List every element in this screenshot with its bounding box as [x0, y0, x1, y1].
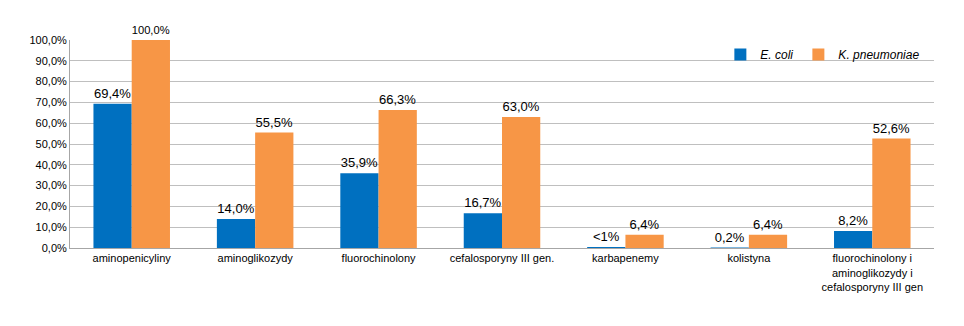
svg-text:80,0%: 80,0% [36, 75, 67, 87]
svg-text:K. pneumoniae: K. pneumoniae [838, 48, 919, 62]
svg-text:14,0%: 14,0% [217, 201, 254, 216]
svg-text:0,0%: 0,0% [42, 242, 67, 254]
svg-text:60,0%: 60,0% [36, 117, 67, 129]
svg-text:100,0%: 100,0% [29, 34, 67, 46]
svg-text:20,0%: 20,0% [36, 200, 67, 212]
svg-text:100,0%: 100,0% [132, 24, 170, 36]
svg-text:90,0%: 90,0% [36, 55, 67, 67]
svg-text:6,4%: 6,4% [630, 217, 660, 232]
svg-text:16,7%: 16,7% [464, 195, 501, 210]
svg-text:70,0%: 70,0% [36, 96, 67, 108]
svg-text:69,4%: 69,4% [94, 86, 131, 101]
svg-text:aminoglikozydy: aminoglikozydy [218, 252, 294, 264]
svg-text:kolistyna: kolistyna [727, 252, 771, 264]
svg-text:63,0%: 63,0% [502, 99, 539, 114]
svg-text:66,3%: 66,3% [379, 92, 416, 107]
svg-text:fluorochinolony iaminoglikozyd: fluorochinolony iaminoglikozydy icefalos… [822, 252, 924, 293]
svg-text:karbapenemy: karbapenemy [592, 252, 659, 264]
svg-text:6,4%: 6,4% [753, 217, 783, 232]
svg-text:0,2%: 0,2% [715, 230, 745, 245]
svg-text:50,0%: 50,0% [36, 138, 67, 150]
svg-text:cefalosporyny III gen.: cefalosporyny III gen. [450, 252, 555, 264]
svg-text:fluorochinolony: fluorochinolony [342, 252, 416, 264]
svg-text:55,5%: 55,5% [256, 115, 293, 130]
svg-text:52,6%: 52,6% [873, 121, 910, 136]
svg-text:30,0%: 30,0% [36, 179, 67, 191]
svg-text:aminopenicyliny: aminopenicyliny [93, 252, 172, 264]
svg-text:8,2%: 8,2% [838, 213, 868, 228]
svg-text:35,9%: 35,9% [341, 155, 378, 170]
svg-text:<1%: <1% [593, 229, 620, 244]
svg-text:E. coli: E. coli [760, 48, 793, 62]
svg-text:40,0%: 40,0% [36, 159, 67, 171]
svg-text:10,0%: 10,0% [36, 221, 67, 233]
